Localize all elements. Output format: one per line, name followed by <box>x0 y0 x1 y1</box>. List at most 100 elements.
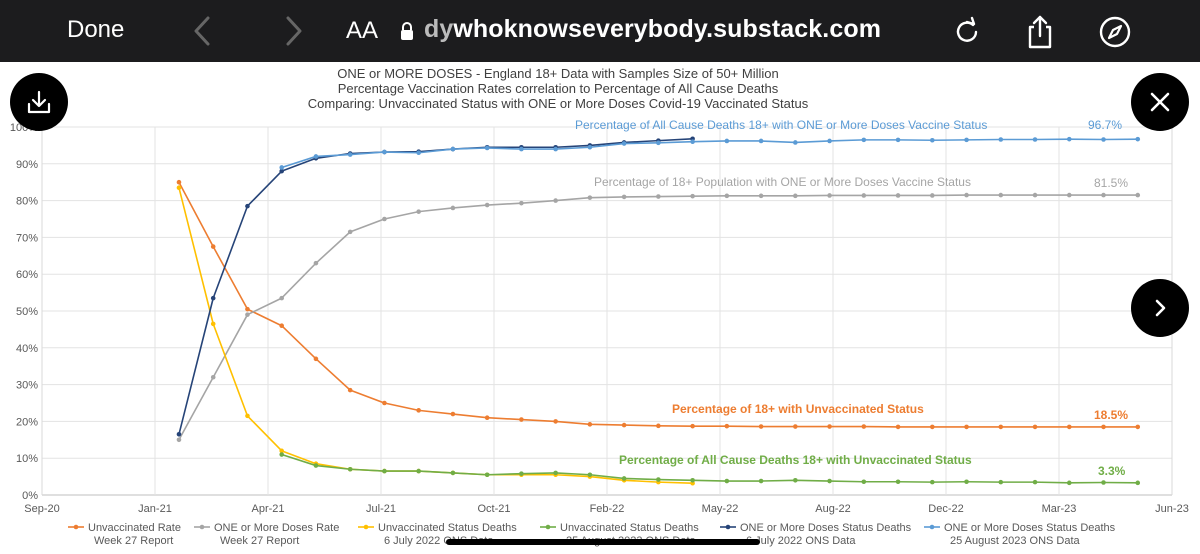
data-point <box>930 479 935 485</box>
data-point <box>176 179 182 185</box>
annotation-all-cause-deaths-unvaccinated: Percentage of All Cause Deaths 18+ with … <box>619 453 972 467</box>
data-point <box>793 477 798 483</box>
data-point <box>519 200 524 206</box>
data-point <box>484 145 490 151</box>
data-point <box>519 146 524 152</box>
download-button[interactable] <box>10 73 68 131</box>
data-point <box>587 195 593 200</box>
data-point <box>382 468 387 474</box>
chart-image-viewer: 0% 10% 20% 30% 40% 50% 60% 70% 80% 90% 100% Sep-20… <box>0 62 1200 554</box>
data-point <box>793 140 798 145</box>
series-onedose_rate <box>176 192 1141 443</box>
data-point <box>895 479 901 485</box>
y-tick-label: 40% <box>16 343 38 355</box>
data-point <box>1066 136 1072 142</box>
legend-label: Unvaccinated Rate <box>88 522 181 534</box>
annotation-value-18-5: 18.5% <box>1094 408 1128 422</box>
data-point <box>484 472 490 478</box>
data-point <box>1101 192 1106 198</box>
y-axis-ticks: 0%10%20%30%40%50%60%70%80%90%100% <box>10 122 38 502</box>
x-tick-label: Jan-21 <box>138 503 172 515</box>
data-point <box>450 411 456 417</box>
data-point <box>519 471 524 476</box>
data-point <box>279 323 284 329</box>
data-point <box>553 146 558 152</box>
data-point <box>656 140 661 146</box>
data-point <box>1032 137 1038 142</box>
x-tick-label: Oct-21 <box>477 503 510 515</box>
x-tick-label: Jun-23 <box>1155 503 1189 515</box>
y-tick-label: 50% <box>16 306 38 318</box>
data-point <box>245 312 250 317</box>
data-point <box>827 193 832 198</box>
data-point <box>416 468 421 474</box>
series-line <box>178 194 1138 441</box>
data-point <box>895 193 901 198</box>
download-icon <box>27 90 51 114</box>
x-tick-label: Mar-23 <box>1042 503 1077 515</box>
x-tick-label: Apr-21 <box>251 503 284 515</box>
data-point <box>1066 480 1072 486</box>
data-point <box>621 194 627 200</box>
legend-label: Unvaccinated Status Deaths <box>378 522 517 534</box>
chevron-right-icon <box>1155 299 1166 317</box>
reload-icon[interactable] <box>950 14 984 50</box>
data-point <box>724 478 730 484</box>
next-image-button[interactable] <box>1131 279 1189 337</box>
data-point <box>587 144 593 150</box>
data-point <box>861 479 867 485</box>
data-point <box>450 146 456 152</box>
data-point <box>827 424 832 429</box>
legend-marker <box>199 524 205 530</box>
done-button[interactable]: Done <box>67 16 125 43</box>
data-point <box>553 470 558 476</box>
data-point <box>1066 424 1072 430</box>
data-point <box>1032 479 1038 485</box>
data-point <box>347 229 353 235</box>
annotation-value-96-7: 96.7% <box>1088 118 1122 132</box>
data-point <box>210 374 216 380</box>
data-point <box>279 168 284 174</box>
data-point <box>724 138 730 144</box>
url-text: whoknowseverybody.substack.com <box>453 15 882 43</box>
data-point <box>382 216 387 222</box>
y-tick-label: 0% <box>22 490 38 502</box>
x-axis-ticks: Sep-20 Jan-21 Apr-21 Jul-21 Oct-21 Feb-22 May-… <box>24 503 1189 515</box>
data-point <box>690 477 695 483</box>
data-point <box>279 165 284 170</box>
legend-label: ONE or More Doses Status Deaths <box>944 522 1116 534</box>
y-tick-label: 70% <box>16 232 38 244</box>
data-point <box>998 137 1004 142</box>
data-point <box>484 202 490 208</box>
data-point <box>656 423 661 429</box>
text-size-button[interactable]: AA <box>346 17 379 44</box>
legend-marker <box>73 524 79 530</box>
y-tick-label: 30% <box>16 380 38 392</box>
data-point <box>416 209 421 214</box>
data-point <box>758 424 764 429</box>
legend-label-line2: 6 July 2022 ONS Data <box>746 535 856 547</box>
close-button[interactable] <box>1131 73 1189 131</box>
data-point <box>1066 192 1072 198</box>
data-point <box>690 193 695 199</box>
url-field[interactable]: dywhoknowseverybody.substack.com <box>424 15 881 44</box>
share-icon[interactable] <box>1023 14 1057 50</box>
data-point <box>1101 480 1106 485</box>
lock-icon <box>401 22 413 40</box>
back-arrow-icon[interactable] <box>188 14 218 48</box>
compass-icon[interactable] <box>1098 14 1132 50</box>
legend-label: ONE or More Doses Status Deaths <box>740 522 912 534</box>
data-point <box>450 470 456 476</box>
y-tick-label: 60% <box>16 269 38 281</box>
data-point <box>1032 424 1038 430</box>
series-unvax_deaths_july <box>176 185 695 486</box>
data-point <box>1101 424 1106 430</box>
data-point <box>313 463 319 468</box>
legend-label-line2: Week 27 Report <box>220 535 299 547</box>
data-point <box>1135 192 1141 198</box>
data-point <box>347 466 353 472</box>
forward-arrow-icon[interactable] <box>278 14 308 48</box>
data-point <box>793 424 798 429</box>
